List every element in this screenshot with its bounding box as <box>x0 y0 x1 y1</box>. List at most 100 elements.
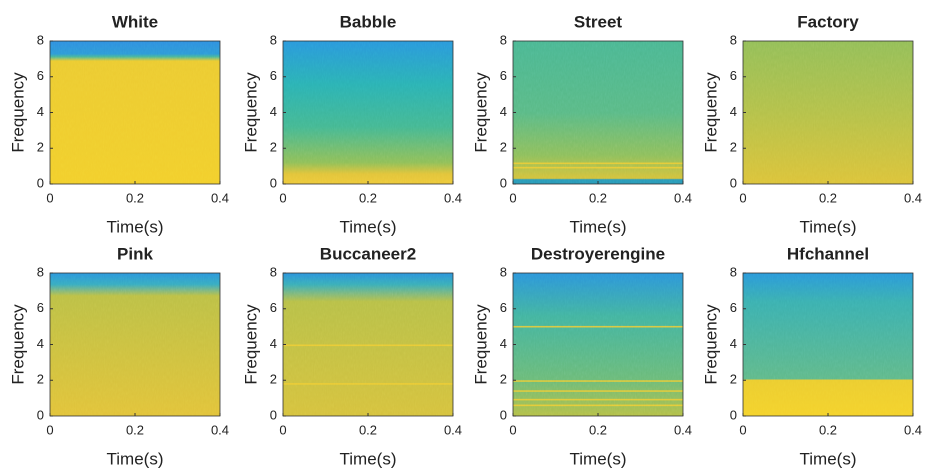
x-tick-label: 0 <box>739 190 746 205</box>
y-tick-label: 0 <box>730 407 737 422</box>
y-tick-label: 2 <box>270 372 277 387</box>
y-axis-label: Frequency <box>8 72 27 153</box>
panel: 0 0.2 0.4 0 2 4 6 8 Destroyerengine Time(s) Freque… <box>471 244 692 468</box>
panel: 0 0.2 0.4 0 2 4 6 8 Buccaneer2 Time(s) Frequency <box>241 244 462 468</box>
y-tick-label: 2 <box>500 372 507 387</box>
x-tick-label: 0 <box>509 190 516 205</box>
noise-texture <box>50 41 220 184</box>
x-tick-label: 0.2 <box>589 422 607 437</box>
y-tick-label: 6 <box>270 68 277 83</box>
chart-title: Factory <box>797 12 859 31</box>
y-tick-label: 4 <box>500 104 507 119</box>
y-tick-label: 8 <box>37 32 44 47</box>
x-tick-label: 0 <box>279 190 286 205</box>
chart-title: Hfchannel <box>787 244 869 263</box>
x-axis-label: Time(s) <box>570 217 627 236</box>
y-tick-label: 6 <box>270 300 277 315</box>
y-tick-label: 0 <box>730 175 737 190</box>
x-axis-label: Time(s) <box>340 217 397 236</box>
noise-texture <box>283 41 453 184</box>
x-tick-label: 0.2 <box>359 422 377 437</box>
x-axis-label: Time(s) <box>107 449 164 468</box>
x-axis-label: Time(s) <box>340 449 397 468</box>
y-tick-label: 2 <box>730 140 737 155</box>
y-axis-label: Frequency <box>701 304 720 385</box>
noise-texture <box>50 273 220 416</box>
chart-title: Babble <box>340 12 397 31</box>
y-tick-label: 6 <box>500 68 507 83</box>
panel: 0 0.2 0.4 0 2 4 6 8 Hfchannel Time(s) Frequency <box>701 244 922 468</box>
y-tick-label: 2 <box>37 140 44 155</box>
noise-texture <box>743 273 913 416</box>
y-tick-label: 4 <box>730 336 737 351</box>
x-axis-label: Time(s) <box>800 449 857 468</box>
x-tick-label: 0.2 <box>819 190 837 205</box>
x-tick-label: 0 <box>279 422 286 437</box>
x-tick-label: 0.2 <box>819 422 837 437</box>
y-axis-label: Frequency <box>8 304 27 385</box>
y-tick-label: 6 <box>730 300 737 315</box>
chart-title: Buccaneer2 <box>320 244 416 263</box>
y-tick-label: 0 <box>37 175 44 190</box>
y-axis-label: Frequency <box>471 304 490 385</box>
chart-title: Pink <box>117 244 153 263</box>
panel: 0 0.2 0.4 0 2 4 6 8 Street Time(s) Frequency <box>471 12 692 236</box>
x-tick-label: 0.2 <box>589 190 607 205</box>
x-tick-label: 0 <box>46 422 53 437</box>
y-tick-label: 4 <box>270 336 277 351</box>
y-tick-label: 8 <box>270 32 277 47</box>
y-tick-label: 0 <box>270 407 277 422</box>
x-tick-label: 0.4 <box>674 422 692 437</box>
y-tick-label: 0 <box>500 175 507 190</box>
x-tick-label: 0.4 <box>904 422 922 437</box>
y-axis-label: Frequency <box>471 72 490 153</box>
x-tick-label: 0 <box>46 190 53 205</box>
y-axis-label: Frequency <box>701 72 720 153</box>
x-tick-label: 0.4 <box>211 422 229 437</box>
y-tick-label: 2 <box>270 140 277 155</box>
x-tick-label: 0.2 <box>359 190 377 205</box>
y-tick-label: 2 <box>500 140 507 155</box>
noise-texture <box>283 273 453 416</box>
chart-title: White <box>112 12 158 31</box>
x-tick-label: 0.4 <box>444 422 462 437</box>
x-axis-label: Time(s) <box>570 449 627 468</box>
y-tick-label: 8 <box>730 32 737 47</box>
x-tick-label: 0.4 <box>444 190 462 205</box>
y-tick-label: 8 <box>500 264 507 279</box>
y-tick-label: 0 <box>37 407 44 422</box>
noise-texture <box>513 273 683 416</box>
y-tick-label: 4 <box>500 336 507 351</box>
y-axis-label: Frequency <box>241 72 260 153</box>
x-tick-label: 0 <box>739 422 746 437</box>
y-tick-label: 6 <box>37 68 44 83</box>
x-tick-label: 0.4 <box>674 190 692 205</box>
y-tick-label: 8 <box>37 264 44 279</box>
y-tick-label: 8 <box>500 32 507 47</box>
noise-texture <box>743 41 913 184</box>
y-tick-label: 0 <box>270 175 277 190</box>
panel: 0 0.2 0.4 0 2 4 6 8 Factory Time(s) Frequency <box>701 12 922 236</box>
panel: 0 0.2 0.4 0 2 4 6 8 White Time(s) Frequency <box>8 12 229 236</box>
y-tick-label: 0 <box>500 407 507 422</box>
x-tick-label: 0.4 <box>904 190 922 205</box>
y-tick-label: 2 <box>37 372 44 387</box>
x-axis-label: Time(s) <box>107 217 164 236</box>
y-tick-label: 6 <box>500 300 507 315</box>
y-tick-label: 4 <box>37 336 44 351</box>
y-axis-label: Frequency <box>241 304 260 385</box>
x-tick-label: 0.2 <box>126 190 144 205</box>
y-tick-label: 8 <box>730 264 737 279</box>
x-tick-label: 0.2 <box>126 422 144 437</box>
chart-title: Destroyerengine <box>531 244 665 263</box>
panel: 0 0.2 0.4 0 2 4 6 8 Babble Time(s) Frequency <box>241 12 462 236</box>
y-tick-label: 4 <box>37 104 44 119</box>
y-tick-label: 8 <box>270 264 277 279</box>
chart-title: Street <box>574 12 623 31</box>
panel: 0 0.2 0.4 0 2 4 6 8 Pink Time(s) Frequency <box>8 244 229 468</box>
y-tick-label: 2 <box>730 372 737 387</box>
x-axis-label: Time(s) <box>800 217 857 236</box>
y-tick-label: 6 <box>37 300 44 315</box>
y-tick-label: 4 <box>730 104 737 119</box>
